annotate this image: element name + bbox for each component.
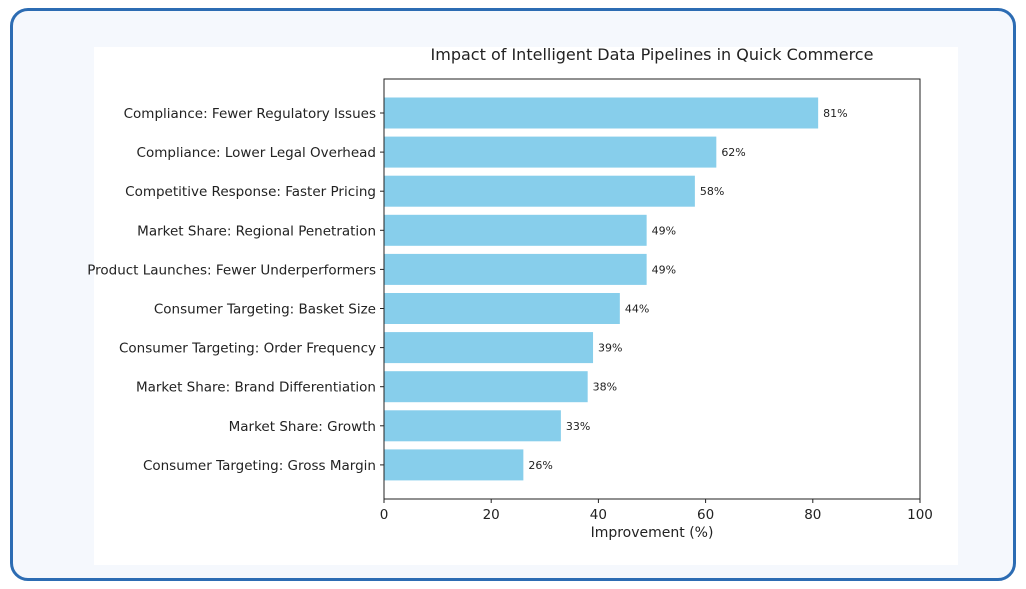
chart-title: Impact of Intelligent Data Pipelines in …: [431, 45, 874, 64]
data-label: 33%: [566, 420, 590, 433]
bar: [384, 97, 819, 129]
category-label: Consumer Targeting: Basket Size: [154, 302, 376, 318]
category-label: Market Share: Growth: [229, 419, 376, 435]
category-label: Product Launches: Fewer Underperformers: [87, 262, 376, 278]
x-tick-label: 100: [907, 507, 933, 523]
x-axis-label: Improvement (%): [591, 525, 714, 541]
x-tick-label: 60: [697, 507, 714, 523]
bar: [384, 449, 524, 481]
data-label: 62%: [721, 146, 745, 159]
plot-area: [383, 78, 921, 500]
category-labels: Compliance: Fewer Regulatory Issues Compl…: [87, 106, 384, 474]
data-label: 44%: [625, 303, 649, 316]
x-axis-ticks: 0 20 40 60 80 100: [380, 499, 933, 523]
bar: [384, 214, 647, 246]
data-labels: 81% 62% 58% 49% 49% 44% 39% 38% 33% 26%: [528, 107, 847, 472]
category-label: Market Share: Regional Penetration: [137, 223, 376, 239]
bar: [384, 253, 647, 285]
bar: [384, 332, 594, 364]
category-label: Consumer Targeting: Order Frequency: [119, 341, 376, 357]
x-tick-label: 20: [483, 507, 500, 523]
bars-layer: [384, 97, 819, 481]
bar: [384, 136, 717, 168]
x-tick-label: 0: [380, 507, 389, 523]
category-label: Competitive Response: Faster Pricing: [125, 184, 376, 200]
bar: [384, 175, 695, 207]
category-label: Compliance: Lower Legal Overhead: [137, 145, 376, 161]
data-label: 49%: [652, 263, 676, 276]
category-label: Consumer Targeting: Gross Margin: [143, 458, 376, 474]
data-label: 81%: [823, 107, 847, 120]
data-label: 58%: [700, 185, 724, 198]
x-tick-label: 40: [590, 507, 607, 523]
data-label: 49%: [652, 224, 676, 237]
category-label: Compliance: Fewer Regulatory Issues: [124, 106, 376, 122]
bar: [384, 371, 588, 403]
x-tick-label: 80: [804, 507, 821, 523]
category-label: Market Share: Brand Differentiation: [136, 380, 376, 396]
bar: [384, 293, 620, 324]
data-label: 39%: [598, 342, 622, 355]
bar: [384, 410, 561, 442]
data-label: 26%: [528, 459, 552, 472]
data-label: 38%: [593, 381, 617, 394]
